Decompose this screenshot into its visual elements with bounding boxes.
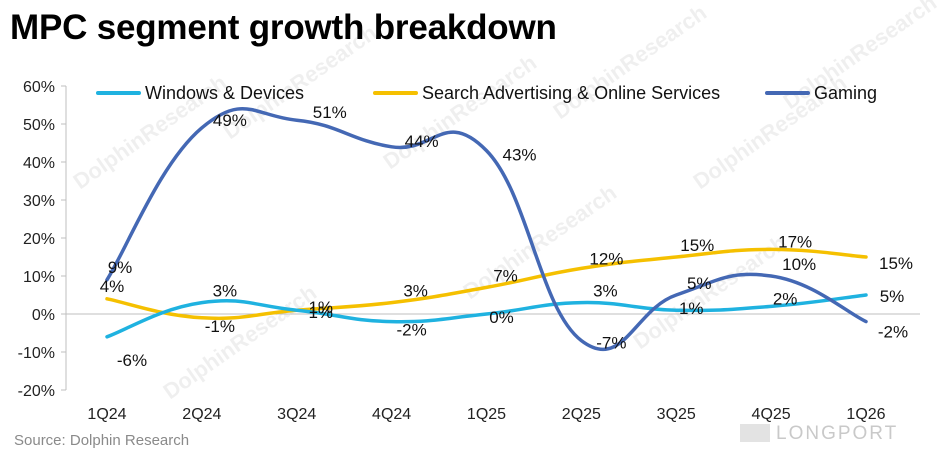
data-label-gaming: 49% — [213, 111, 247, 130]
data-label-gaming: -2% — [878, 323, 908, 342]
x-tick-labels: 1Q24 2Q24 3Q24 4Q24 1Q25 2Q25 3Q25 4Q25 1Q26 — [87, 406, 885, 423]
data-label-windows-devices: 3% — [593, 282, 618, 301]
y-tick-label: -20% — [18, 383, 55, 400]
data-label-windows-devices: 1% — [308, 303, 333, 322]
longport-watermark: LONGPORT — [776, 423, 899, 444]
data-label-gaming: 44% — [405, 132, 439, 151]
legend-label-windows-devices: Windows & Devices — [145, 83, 304, 103]
series-line-gaming — [105, 106, 868, 351]
data-label-gaming: 51% — [313, 103, 347, 122]
data-label-gaming: -7% — [596, 334, 626, 353]
x-tick-label: 3Q24 — [277, 406, 316, 423]
y-tick-label: 40% — [23, 155, 55, 172]
data-label-windows-devices: 5% — [880, 287, 905, 306]
data-label-search-advertising: 15% — [879, 254, 913, 273]
y-tick-label: 10% — [23, 269, 55, 286]
watermark-layer: DolphinResearchDolphinResearchDolphinRes… — [69, 0, 941, 404]
data-label-search-advertising: 3% — [403, 282, 428, 301]
data-label-search-advertising: 15% — [680, 236, 714, 255]
y-tick-labels: -20% -10% 0% 10% 20% 30% 40% 50% 60% — [18, 79, 66, 400]
x-tick-label: 4Q25 — [752, 406, 791, 423]
data-label-windows-devices: 3% — [213, 282, 238, 301]
series-line-windows-devices — [105, 293, 868, 339]
data-label-gaming: 43% — [502, 146, 536, 165]
y-tick-label: 0% — [32, 307, 55, 324]
y-tick-label: -10% — [18, 345, 55, 362]
x-tick-label: 1Q24 — [87, 406, 126, 423]
data-label-gaming: 5% — [687, 274, 712, 293]
data-label-gaming: 10% — [782, 255, 816, 274]
legend-label-search-advertising: Search Advertising & Online Services — [422, 83, 720, 103]
legend: Windows & Devices Search Advertising & On… — [96, 83, 877, 103]
data-labels: -6% 3% 1% -2% 0% 3% 1% 2% 5% 4% -1% 1% 3% 7% 12% 15% 17%… — [100, 103, 913, 370]
watermark-text: DolphinResearch — [549, 0, 712, 124]
y-tick-label: 20% — [23, 231, 55, 248]
page-title: MPC segment growth breakdown — [10, 8, 557, 47]
x-tick-label: 2Q24 — [182, 406, 221, 423]
data-label-search-advertising: 12% — [589, 249, 623, 268]
x-tick-label: 3Q25 — [657, 406, 696, 423]
x-tick-label: 1Q26 — [846, 406, 885, 423]
source-note: Source: Dolphin Research — [14, 432, 190, 449]
data-label-search-advertising: -1% — [205, 317, 235, 336]
data-label-search-advertising: 1% — [308, 298, 333, 317]
x-tick-label: 4Q24 — [372, 406, 411, 423]
y-tick-label: 50% — [23, 117, 55, 134]
y-tick-label: 30% — [23, 193, 55, 210]
data-label-gaming: 9% — [108, 258, 133, 277]
x-tick-label: 1Q25 — [467, 406, 506, 423]
data-label-windows-devices: -2% — [397, 321, 427, 340]
legend-label-gaming: Gaming — [814, 83, 877, 103]
data-label-search-advertising: 7% — [493, 266, 518, 285]
watermark-text: DolphinResearch — [159, 280, 322, 404]
data-label-windows-devices: 1% — [679, 299, 704, 318]
series-line-search-advertising — [105, 247, 868, 321]
data-label-windows-devices: 2% — [773, 289, 798, 308]
y-tick-label: 60% — [23, 79, 55, 96]
x-tick-label: 2Q25 — [562, 406, 601, 423]
data-label-search-advertising: 17% — [778, 232, 812, 251]
longport-logo-mark — [740, 424, 770, 442]
data-label-search-advertising: 4% — [100, 277, 125, 296]
data-label-windows-devices: -6% — [117, 351, 147, 370]
series-lines — [105, 106, 868, 351]
data-label-windows-devices: 0% — [489, 308, 514, 327]
